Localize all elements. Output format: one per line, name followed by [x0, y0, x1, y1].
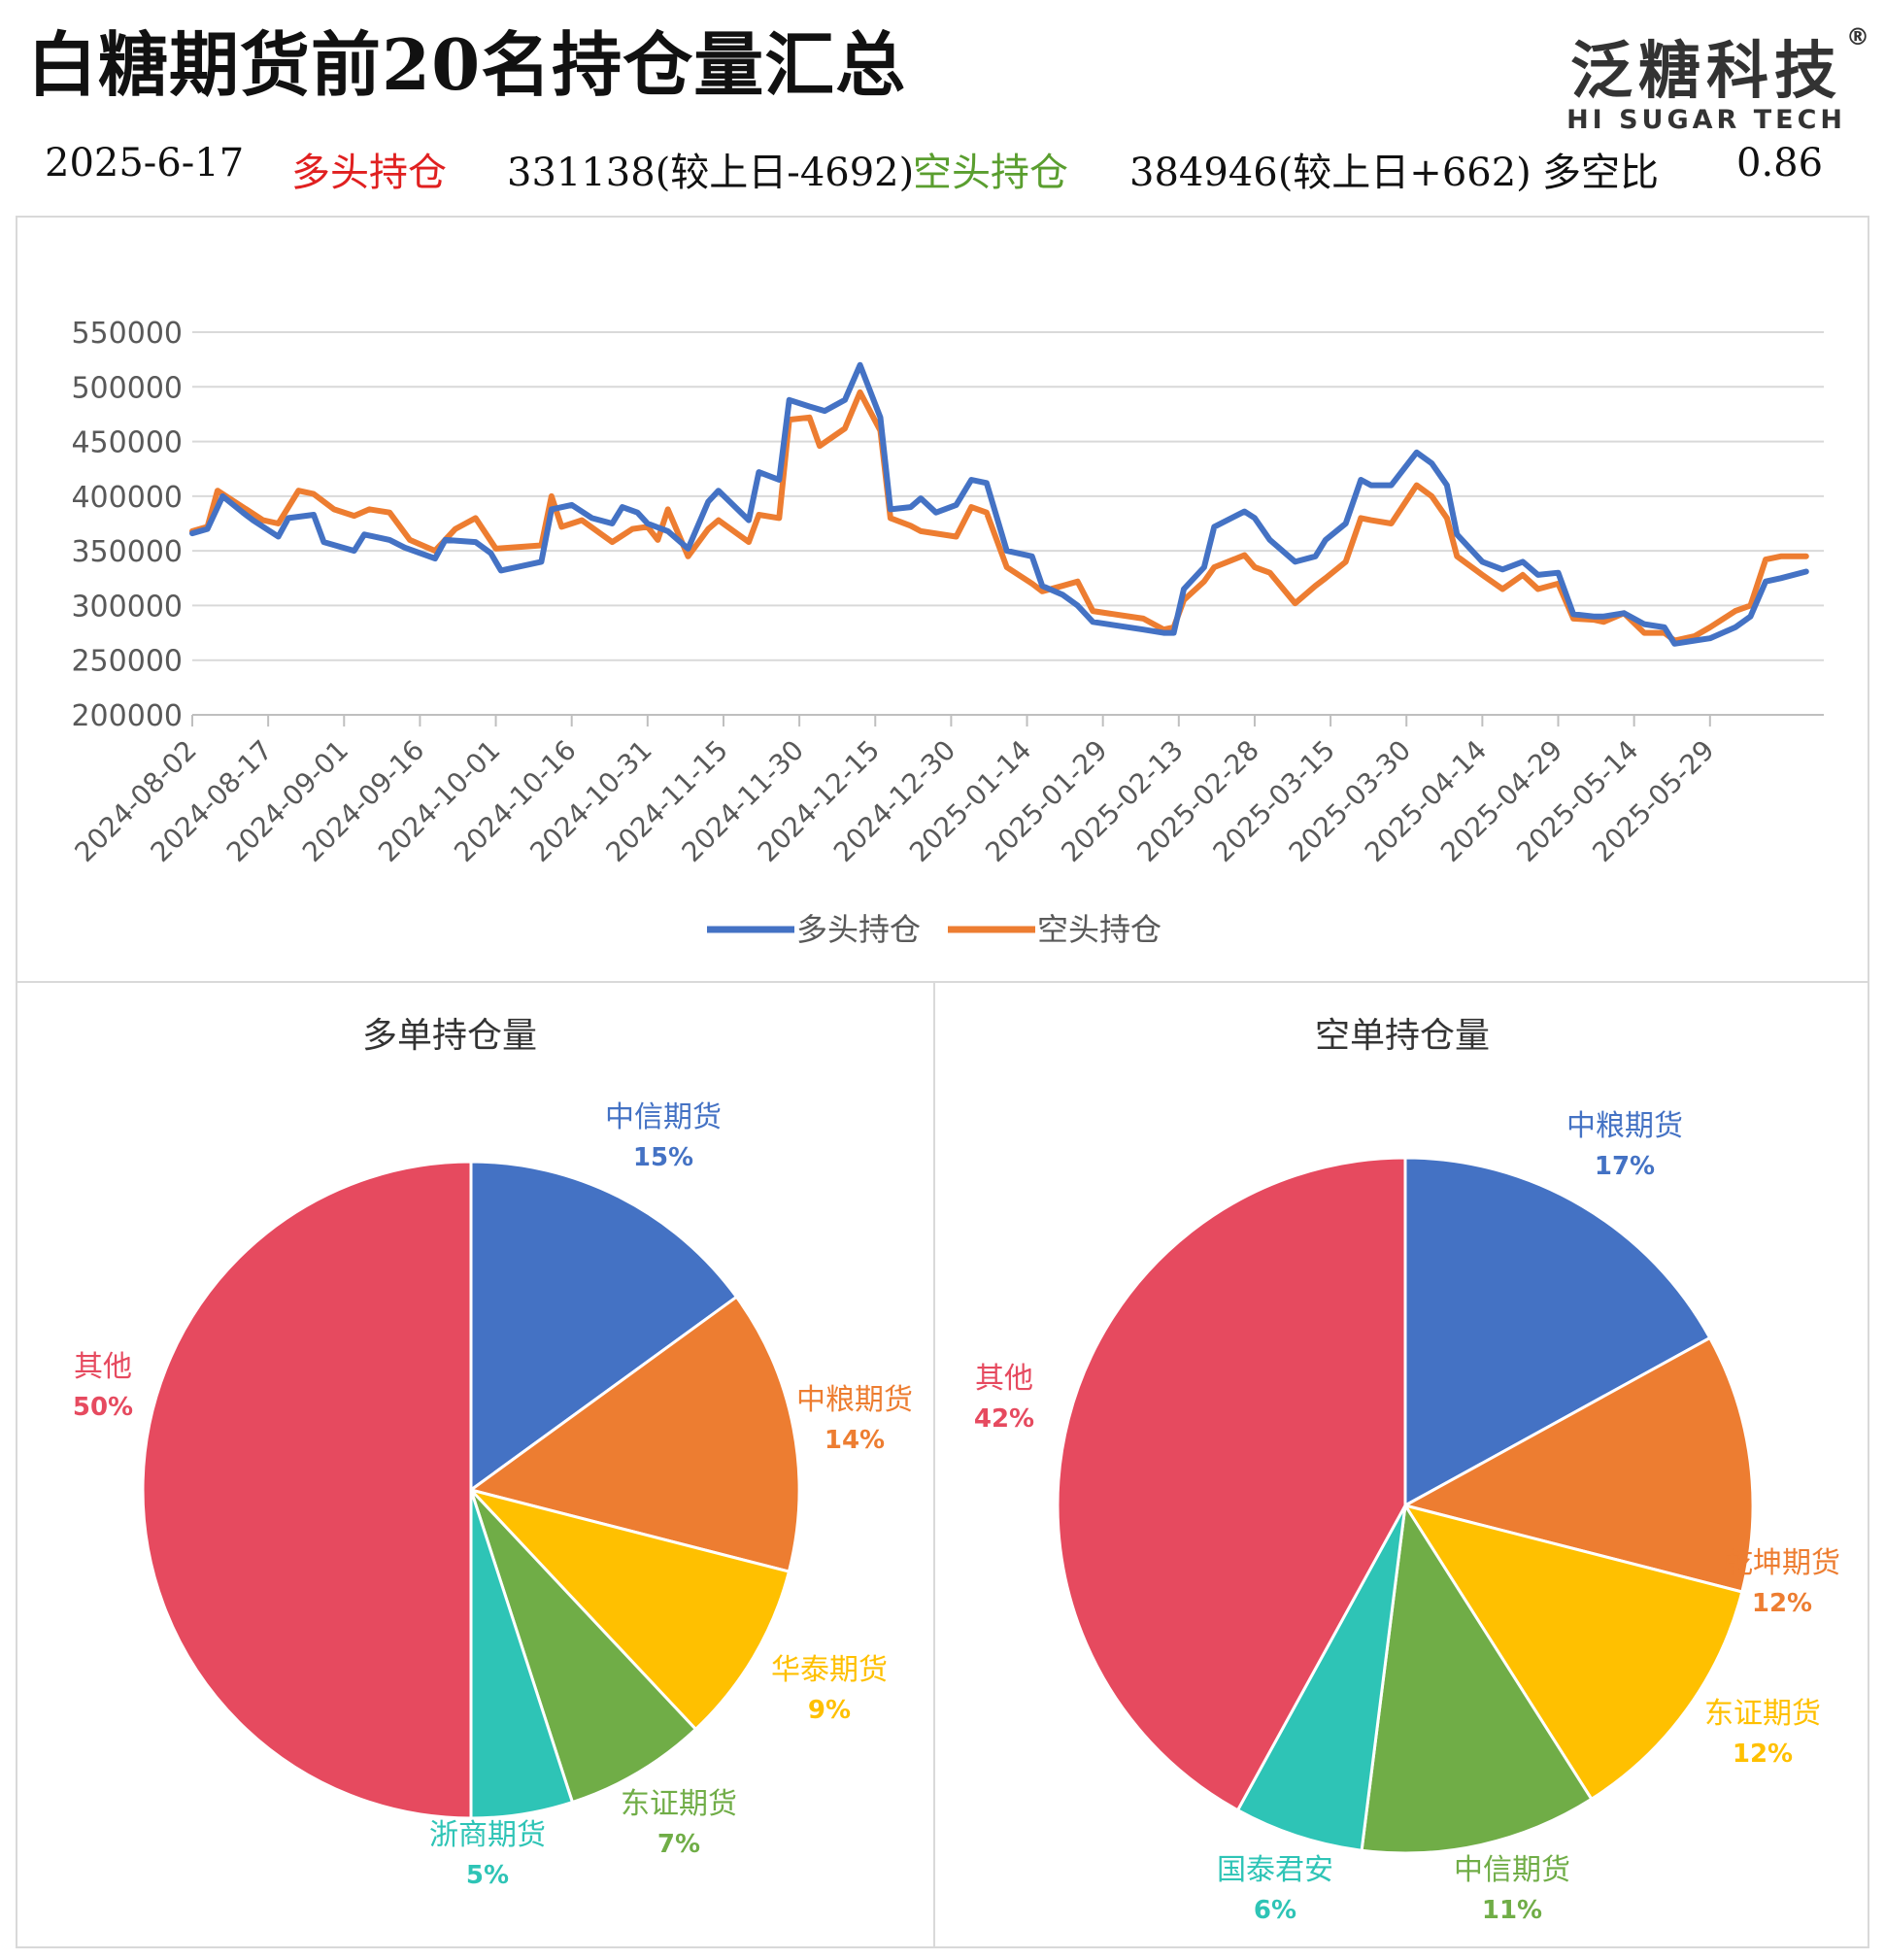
pie-slice-label: 国泰君安	[1217, 1853, 1333, 1887]
position-line-chart: 550000 500000 450000 400000 350000 300000 2500…	[69, 317, 1824, 948]
pie-slice	[469, 1488, 698, 1805]
pie-slice-percent: 15%	[633, 1143, 693, 1172]
pie-slice-label: 中粮期货	[796, 1383, 913, 1417]
pie-slice-label: 中信期货	[605, 1100, 722, 1134]
short-pie-panel: 空单持仓量中粮期货 17% 乾坤期货 12% 东证期货 12% 中信期货 11% 国泰君安 6% 其…	[933, 981, 1869, 1948]
pie-slice-percent: 50%	[73, 1393, 133, 1422]
pie-slice-percent: 6%	[1254, 1896, 1296, 1925]
registered-mark: ®	[1846, 23, 1876, 51]
chart-legend: 多头持仓 空头持仓	[707, 911, 1161, 948]
pie-slice-percent: 12%	[1752, 1589, 1812, 1618]
pie-slice-label: 浙商期货	[429, 1818, 546, 1852]
y-tick-label: 350000	[71, 535, 183, 569]
long-position-label: 多头持仓	[291, 151, 447, 195]
short-position-series-line	[189, 389, 1809, 644]
brand-logo: 泛糖科技 ® HI SUGAR TECH	[1566, 21, 1869, 135]
pie-slice-label: 华泰期货	[771, 1653, 888, 1687]
summary-date: 2025-6-17	[45, 141, 245, 186]
pie-slice	[1056, 1156, 1407, 1812]
long-pie-panel: 多单持仓量中信期货 15% 中粮期货 14% 华泰期货 9% 东证期货 7% 浙商期货 5% 其他 5…	[16, 981, 935, 1948]
pie-slice-percent: 5%	[466, 1861, 509, 1890]
pie-slice-percent: 17%	[1595, 1152, 1655, 1181]
grid-lines	[192, 331, 1824, 716]
pie-slice	[469, 1160, 739, 1493]
y-tick-label: 550000	[71, 317, 183, 351]
pie-title: 空单持仓量	[1315, 1016, 1490, 1056]
long-position-value: 331138(较上日-4692)	[507, 151, 915, 195]
summary-bar: 2025-6-17 多头持仓 331138(较上日-4692) 空头持仓 384…	[0, 141, 1885, 199]
pie-title: 多单持仓量	[362, 1016, 537, 1056]
logo-english-text: HI SUGAR TECH	[1566, 105, 1846, 135]
pie-slice	[466, 1487, 791, 1732]
pie-slice	[1401, 1503, 1744, 1802]
pie-slice	[467, 1295, 801, 1573]
pie-slice-label: 中信期货	[1454, 1853, 1570, 1887]
short-position-value: 384946(较上日+662)	[1129, 151, 1532, 195]
pie-slice	[1403, 1156, 1712, 1508]
pie-slice-label: 其他	[975, 1362, 1033, 1396]
pie-slice	[1360, 1501, 1594, 1855]
pie-slice-percent: 14%	[825, 1426, 885, 1455]
logo-cn-label: 泛糖科技	[1570, 36, 1843, 108]
legend-label: 空头持仓	[1037, 911, 1161, 948]
line-chart-panel: 550000 500000 450000 400000 350000 300000 2500…	[16, 216, 1869, 985]
y-tick-label: 250000	[71, 645, 183, 679]
y-tick-label: 300000	[71, 590, 183, 624]
long-position-series-line	[189, 361, 1809, 647]
pie-slice	[1235, 1504, 1407, 1852]
y-tick-label: 500000	[71, 371, 183, 405]
long-short-ratio-label: 多空比	[1542, 151, 1659, 195]
pie-slice-label: 其他	[74, 1350, 132, 1384]
pie-slice	[141, 1160, 473, 1820]
pie-slice-label: 中粮期货	[1566, 1109, 1683, 1143]
y-tick-label: 400000	[71, 481, 183, 515]
pie-slice-label: 东证期货	[621, 1787, 737, 1821]
pie-slice-percent: 12%	[1733, 1740, 1793, 1769]
pie-slice-percent: 42%	[974, 1404, 1034, 1434]
logo-chinese-text: 泛糖科技 ®	[1570, 21, 1869, 111]
y-tick-label: 200000	[71, 699, 183, 733]
pie-slice-label: 乾坤期货	[1724, 1546, 1840, 1580]
long-short-ratio-value: 0.86	[1736, 141, 1824, 186]
page-title: 白糖期货前20名持仓量汇总	[27, 23, 907, 106]
pie-slice-percent: 7%	[657, 1830, 700, 1859]
pie-slice-label: 东证期货	[1704, 1697, 1821, 1731]
pie-slice-percent: 9%	[808, 1696, 851, 1725]
legend-label: 多头持仓	[796, 911, 921, 948]
pie-slice-percent: 11%	[1482, 1896, 1542, 1925]
y-tick-label: 450000	[71, 426, 183, 460]
short-position-label: 空头持仓	[913, 151, 1068, 195]
pie-slice	[1400, 1335, 1755, 1594]
